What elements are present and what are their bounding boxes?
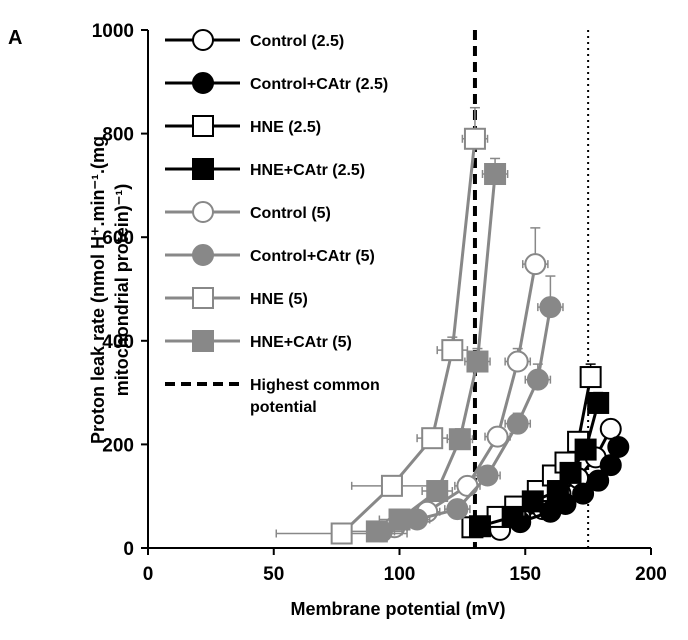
data-point xyxy=(330,522,353,545)
data-point xyxy=(506,350,529,373)
legend-label: Control+CAtr (5) xyxy=(250,248,375,265)
data-point xyxy=(501,505,524,528)
legend-entry-3: HNE+CAtr (2.5) xyxy=(165,158,365,180)
data-point xyxy=(365,520,388,543)
data-point xyxy=(486,425,509,448)
axes: 0 200 400 600 800 1000 0 50 100 150 200 xyxy=(92,21,667,585)
data-point xyxy=(463,127,486,150)
data-point xyxy=(388,508,411,531)
data-point xyxy=(539,296,562,319)
y-tick-label: 400 xyxy=(102,332,134,353)
data-point xyxy=(587,391,610,414)
y-axis-title-line2: mitochondrial protein)⁻¹) xyxy=(112,184,132,396)
data-point xyxy=(572,482,595,505)
data-point xyxy=(506,412,529,435)
x-tick-label: 100 xyxy=(384,564,416,585)
legend-marker xyxy=(192,201,214,223)
data-point xyxy=(468,515,491,538)
data-point xyxy=(599,454,622,477)
legend-label: Control+CAtr (2.5) xyxy=(250,76,388,93)
data-point xyxy=(607,435,630,458)
legend-marker xyxy=(192,115,214,137)
data-point xyxy=(466,350,489,373)
panel-label: A xyxy=(8,27,22,49)
data-point xyxy=(579,366,602,389)
data-point xyxy=(599,417,622,440)
legend-entry-6: HNE (5) xyxy=(165,287,308,309)
legend-label: Highest common xyxy=(250,377,380,394)
data-point xyxy=(441,339,464,362)
series-7 xyxy=(350,157,509,543)
legend-label: HNE+CAtr (2.5) xyxy=(250,162,365,179)
legend-entry-5: Control+CAtr (5) xyxy=(165,244,375,266)
data-point xyxy=(421,427,444,450)
x-tick-label: 150 xyxy=(509,564,541,585)
data-point xyxy=(559,461,582,484)
y-tick-label: 200 xyxy=(102,435,134,456)
data-point xyxy=(587,469,610,492)
legend: Control (2.5) Control+CAtr (2.5) HNE (2.5)… xyxy=(165,29,388,416)
data-point xyxy=(446,498,469,521)
data-point xyxy=(484,163,507,186)
x-axis-title: Membrane potential (mV) xyxy=(290,599,505,619)
data-point xyxy=(574,438,597,461)
legend-entry-reference: Highest common potential xyxy=(165,377,380,416)
y-tick-label: 800 xyxy=(102,125,134,146)
legend-entry-1: Control+CAtr (2.5) xyxy=(165,72,388,94)
series-line xyxy=(340,138,477,535)
y-tick-label: 600 xyxy=(102,228,134,249)
data-point xyxy=(526,368,549,391)
legend-entry-4: Control (5) xyxy=(165,201,331,223)
data-point xyxy=(448,428,471,451)
y-axis-title-line1: Proton leak rate (nmol H⁺.min⁻¹.(mg xyxy=(88,136,108,444)
legend-marker xyxy=(192,72,214,94)
x-tick-label: 0 xyxy=(143,564,154,585)
data-point xyxy=(546,480,569,503)
legend-label: HNE (5) xyxy=(250,291,308,308)
series-layer xyxy=(275,106,630,545)
x-tick-label: 200 xyxy=(635,564,667,585)
legend-marker xyxy=(192,330,214,352)
legend-label: Control (2.5) xyxy=(250,33,344,50)
data-point xyxy=(426,480,449,503)
series-3 xyxy=(468,391,610,538)
data-point xyxy=(521,490,544,513)
legend-marker xyxy=(192,158,214,180)
y-tick-label: 1000 xyxy=(92,21,134,42)
legend-marker xyxy=(192,287,214,309)
legend-label: HNE (2.5) xyxy=(250,119,321,136)
legend-label: potential xyxy=(250,399,317,416)
x-tick-label: 50 xyxy=(263,564,284,585)
legend-entry-7: HNE+CAtr (5) xyxy=(165,330,352,352)
legend-entry-2: HNE (2.5) xyxy=(165,115,321,137)
data-point xyxy=(476,464,499,487)
legend-entry-0: Control (2.5) xyxy=(165,29,344,51)
legend-marker xyxy=(192,244,214,266)
y-tick-label: 0 xyxy=(123,539,134,560)
legend-label: Control (5) xyxy=(250,205,331,222)
legend-label: HNE+CAtr (5) xyxy=(250,334,352,351)
y-axis-title: Proton leak rate (nmol H⁺.min⁻¹.(mg mito… xyxy=(88,136,132,444)
data-point xyxy=(524,253,547,276)
legend-marker xyxy=(192,29,214,51)
data-point xyxy=(380,474,403,497)
